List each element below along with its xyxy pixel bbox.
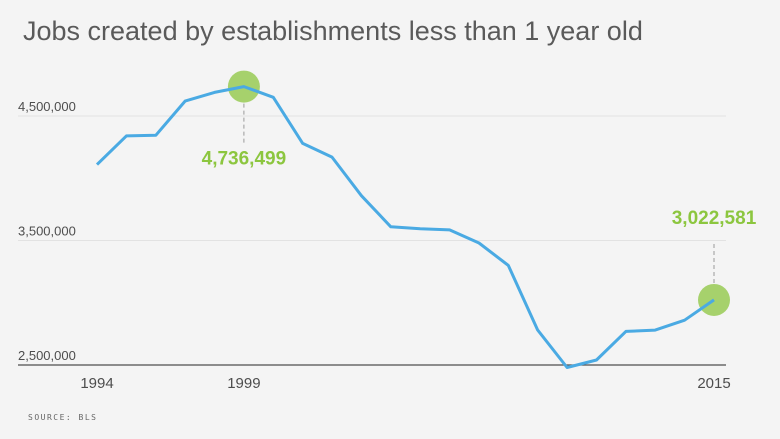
annotation-leaders (243, 103, 715, 283)
y-tick-label: 2,500,000 (18, 348, 76, 363)
source-note: SOURCE: BLS (28, 413, 98, 422)
chart-title: Jobs created by establishments less than… (23, 16, 643, 46)
annotation-label: 3,022,581 (672, 208, 757, 229)
x-tick-label: 1999 (227, 375, 260, 392)
x-tick-label: 1994 (80, 375, 113, 392)
series-line (95, 85, 715, 369)
y-axis-ticks: 2,500,000 3,500,000 4,500,000 (18, 99, 76, 363)
x-axis-ticks: 1994 1999 2015 (80, 375, 730, 392)
annotation-labels: 4,736,499 3,022,581 (202, 149, 757, 229)
x-tick-label: 2015 (697, 375, 730, 392)
annotation-label: 4,736,499 (202, 149, 287, 170)
gridlines (18, 115, 726, 242)
y-tick-label: 4,500,000 (18, 99, 76, 114)
y-tick-label: 3,500,000 (18, 224, 76, 239)
highlight-markers (227, 70, 730, 316)
